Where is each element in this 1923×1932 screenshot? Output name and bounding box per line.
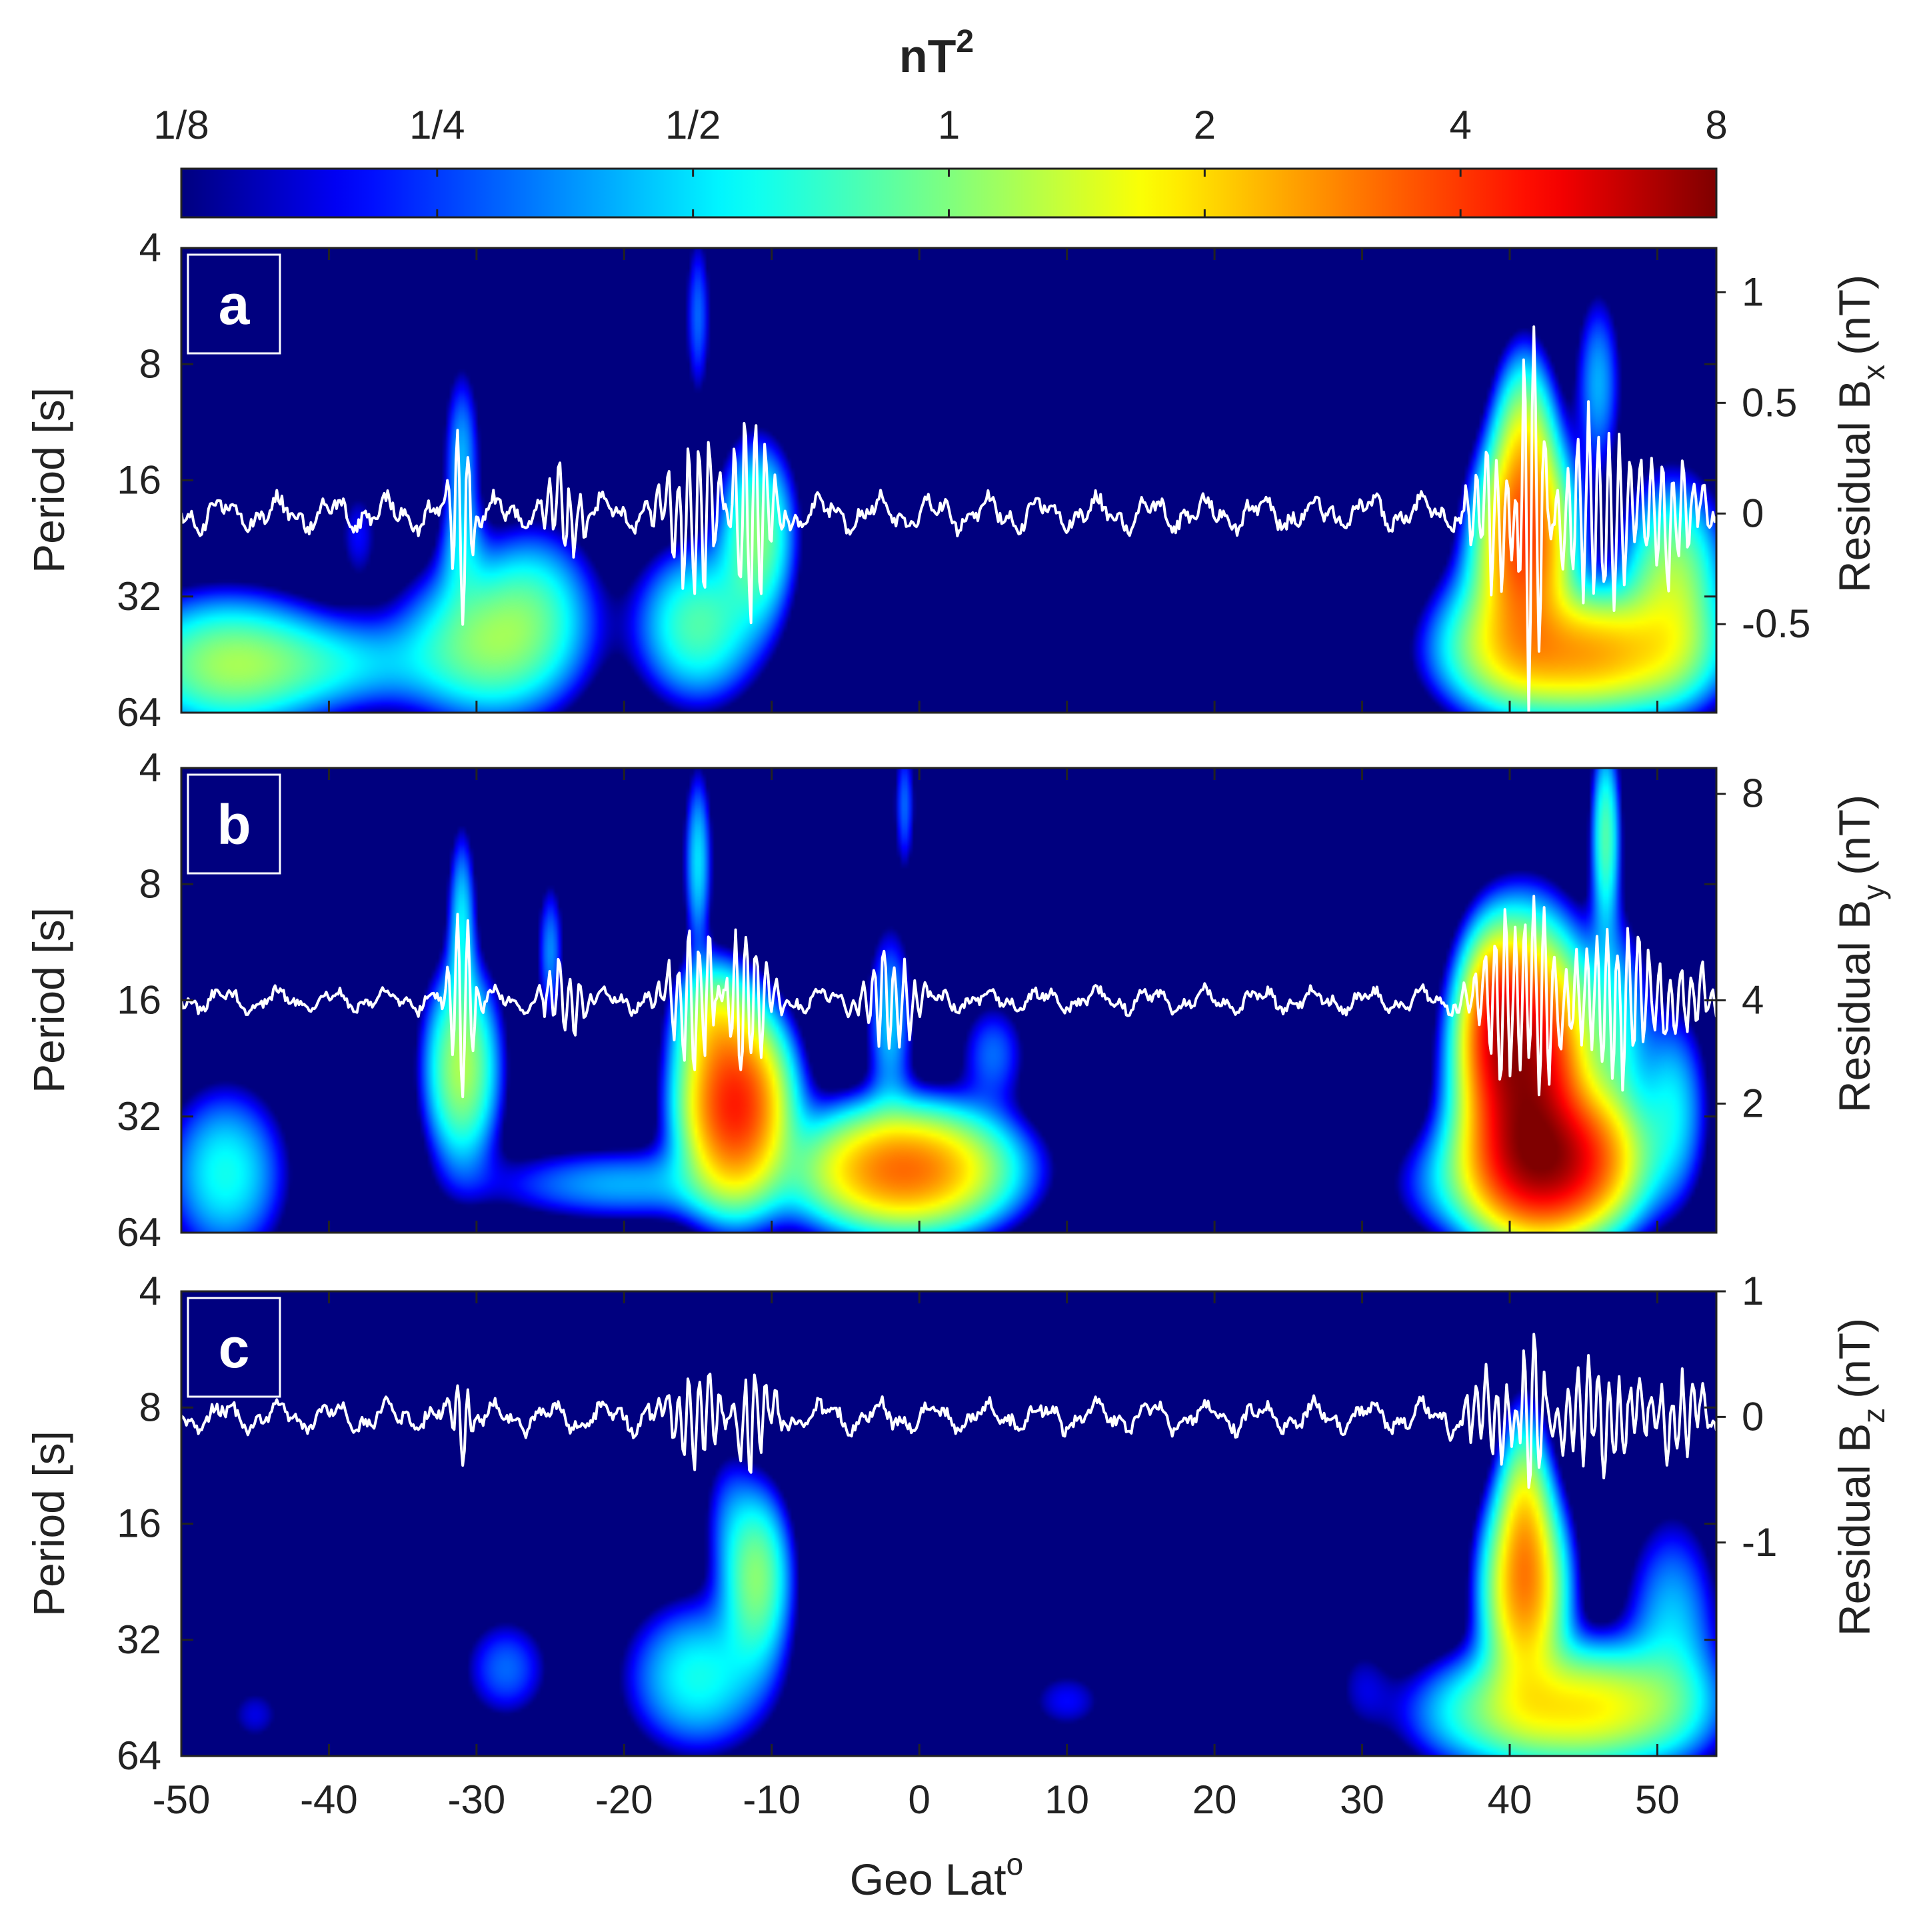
y-tick-label: 64 <box>117 1733 161 1778</box>
x-axis-title: Geo Lato <box>850 1847 1023 1904</box>
y-tick-label: 8 <box>139 861 161 906</box>
colorbar-tick-label: 1/8 <box>153 103 209 147</box>
right-axis-unit: (nT) <box>1830 795 1879 875</box>
colorbar-tick-label: 1 <box>938 103 960 147</box>
panel-label-box <box>187 773 281 875</box>
right-axis-tick-label: 0 <box>1742 491 1764 535</box>
panel-label-box <box>187 1297 281 1398</box>
colorbar <box>180 167 1718 219</box>
y-tick-label: 4 <box>139 1269 161 1313</box>
right-axis-tick-label: 8 <box>1742 771 1764 816</box>
colorbar-tick-label: 8 <box>1705 103 1727 147</box>
y-tick-label: 32 <box>117 1094 161 1139</box>
residual-trace-a <box>180 325 1718 714</box>
colorbar-tick-label: 2 <box>1194 103 1216 147</box>
right-axis-tick-label: 0.5 <box>1742 380 1797 425</box>
power-heatmap-a <box>181 248 1716 713</box>
panel-label-c: c <box>219 1317 250 1379</box>
right-axis-title: Residual Bz(nT) <box>1830 1318 1891 1636</box>
x-tick-label: 10 <box>1044 1777 1089 1822</box>
y-tick-label: 16 <box>117 978 161 1023</box>
colorbar-title: nT2 <box>899 24 974 82</box>
y-axis-title: Period [s] <box>24 387 73 573</box>
x-axis-title-superscript: o <box>1006 1847 1024 1881</box>
x-tick-label: 50 <box>1635 1777 1680 1822</box>
power-heatmap-c <box>181 1291 1716 1756</box>
panel-label-a: a <box>219 273 251 336</box>
right-axis-tick-label: 2 <box>1742 1081 1764 1125</box>
x-tick-label: -40 <box>300 1777 358 1822</box>
panel-label-box <box>187 253 281 355</box>
right-axis-tick-label: 4 <box>1742 978 1764 1023</box>
y-tick-label: 8 <box>139 1385 161 1429</box>
x-tick-label: 40 <box>1488 1777 1532 1822</box>
right-axis-subscript: x <box>1856 365 1891 380</box>
right-axis-title: Residual By(nT) <box>1830 795 1891 1113</box>
x-tick-label: -30 <box>448 1777 506 1822</box>
colorbar-title-superscript: 2 <box>956 24 974 59</box>
y-tick-label: 16 <box>117 458 161 503</box>
y-tick-label: 8 <box>139 341 161 386</box>
y-tick-label: 64 <box>117 690 161 735</box>
right-axis-unit: (nT) <box>1830 1318 1879 1399</box>
colorbar-tick-label: 1/2 <box>665 103 721 147</box>
x-tick-label: 20 <box>1192 1777 1237 1822</box>
colorbar-tick-label: 4 <box>1449 103 1471 147</box>
y-tick-label: 16 <box>117 1501 161 1546</box>
right-axis-tick-label: 1 <box>1742 269 1764 314</box>
y-tick-label: 64 <box>117 1210 161 1255</box>
y-tick-label: 32 <box>117 574 161 619</box>
right-axis-tick-label: -1 <box>1742 1520 1777 1565</box>
y-tick-label: 4 <box>139 745 161 790</box>
right-axis-unit: (nT) <box>1830 275 1879 355</box>
y-axis-title: Period [s] <box>24 1431 73 1617</box>
y-axis-title: Period [s] <box>24 907 73 1093</box>
right-axis-subscript: z <box>1856 1408 1891 1423</box>
right-axis-title: Residual Bx(nT) <box>1830 275 1891 593</box>
x-tick-label: -10 <box>743 1777 801 1822</box>
colorbar-tick-label: 1/4 <box>409 103 465 147</box>
x-tick-label: 30 <box>1340 1777 1384 1822</box>
right-axis-tick-label: 1 <box>1742 1269 1764 1313</box>
panel-label-b: b <box>217 793 251 856</box>
residual-trace-b <box>180 895 1718 1099</box>
x-tick-label: -20 <box>595 1777 653 1822</box>
residual-trace-c <box>180 1333 1718 1489</box>
right-axis-tick-label: 0 <box>1742 1394 1764 1439</box>
y-tick-label: 4 <box>139 225 161 270</box>
x-tick-label: -50 <box>153 1777 211 1822</box>
right-axis-subscript: y <box>1856 885 1891 900</box>
right-axis-tick-label: -0.5 <box>1742 601 1810 646</box>
y-tick-label: 32 <box>117 1617 161 1662</box>
x-tick-label: 0 <box>909 1777 931 1822</box>
